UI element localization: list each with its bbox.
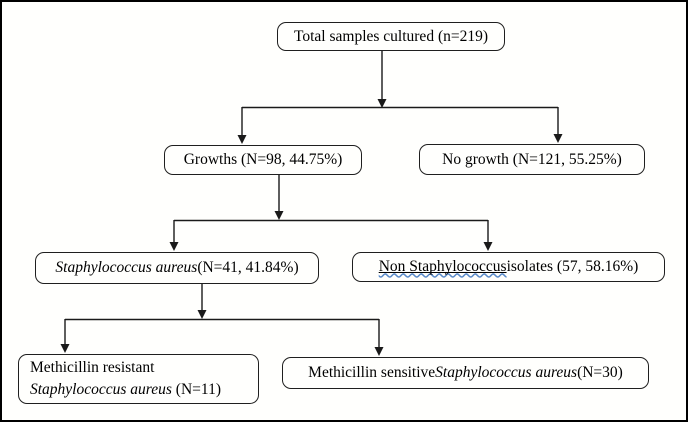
- node-mssa-species: Staphylococcus aureus: [435, 364, 578, 382]
- node-staph-aureus: Staphylococcus aureus (N=41, 41.84%): [35, 252, 319, 284]
- node-growths-label: Growths (N=98, 44.75%): [183, 151, 343, 169]
- node-staph-aureus-stats: (N=41, 41.84%): [197, 259, 299, 277]
- node-mssa-stats: (N=30): [577, 364, 623, 382]
- node-mrsa-text: Methicillin resistant Staphylococcus aur…: [30, 357, 221, 401]
- node-staph-aureus-species: Staphylococcus aureus: [55, 259, 198, 277]
- node-mssa: Methicillin sensitive Staphylococcus aur…: [282, 357, 649, 389]
- node-mrsa-line1: Methicillin resistant: [30, 359, 155, 376]
- non-staph-underlined-text: Non Staphylococcus: [378, 258, 507, 276]
- node-non-staph-isolates: Non Staphylococcus isolates (57, 58.16%): [352, 252, 665, 282]
- node-total-samples-label: Total samples cultured (n=219): [293, 27, 489, 45]
- node-growths: Growths (N=98, 44.75%): [164, 145, 362, 175]
- node-mrsa: Methicillin resistant Staphylococcus aur…: [18, 354, 259, 404]
- node-no-growth: No growth (N=121, 55.25%): [419, 144, 645, 175]
- node-no-growth-label: No growth (N=121, 55.25%): [442, 150, 622, 168]
- node-total-samples: Total samples cultured (n=219): [277, 22, 505, 51]
- node-mrsa-species: Staphylococcus aureus: [30, 381, 172, 398]
- non-staph-rest-text: isolates (57, 58.16%): [506, 258, 639, 276]
- node-mssa-prefix: Methicillin sensitive: [308, 364, 436, 382]
- non-staph-underlined-wrap: Non Staphylococcus: [379, 257, 507, 276]
- node-mrsa-stats: (N=11): [171, 381, 221, 398]
